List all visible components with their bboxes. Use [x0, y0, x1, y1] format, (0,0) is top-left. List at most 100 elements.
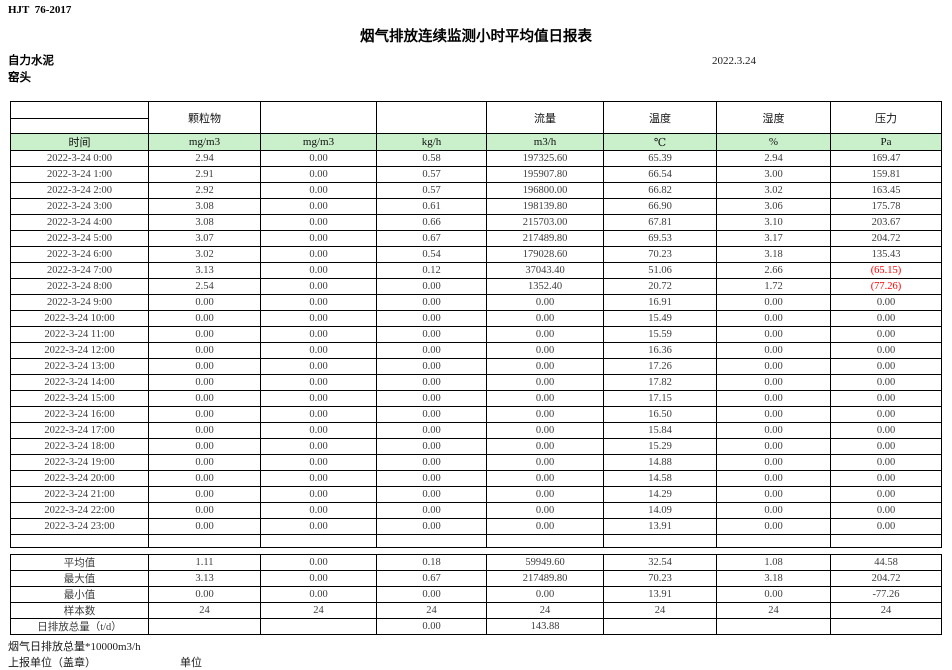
table-row: 2022-3-24 6:00 3.02 0.00 0.54 179028.60 70.23…	[10, 246, 942, 263]
value-cell: 0.00	[376, 326, 487, 343]
empty-cell	[830, 534, 942, 548]
value-cell: 2.92	[148, 182, 261, 199]
value-cell: 2.94	[716, 150, 831, 167]
value-cell: 0.00	[716, 310, 831, 327]
value-cell: 0.00	[260, 198, 377, 215]
value-cell: 0.00	[716, 486, 831, 503]
table-row: 2022-3-24 19:00 0.00 0.00 0.00 0.00 14.88 0.00…	[10, 454, 942, 471]
value-cell: 0.00	[830, 422, 942, 439]
value-cell: 3.17	[716, 230, 831, 247]
value-cell: 0.00	[260, 262, 377, 279]
value-cell: 13.91	[603, 518, 717, 535]
value-cell: 204.72	[830, 230, 942, 247]
summary-label-cell: 平均值	[10, 554, 149, 571]
time-cell: 2022-3-24 2:00	[10, 182, 149, 199]
value-cell: 0.00	[260, 502, 377, 519]
value-cell: 0.00	[148, 438, 261, 455]
empty-cell	[10, 534, 149, 548]
time-cell: 2022-3-24 14:00	[10, 374, 149, 391]
value-cell: 0.00	[830, 310, 942, 327]
time-cell: 2022-3-24 19:00	[10, 454, 149, 471]
summary-value-cell: 70.23	[603, 570, 717, 587]
value-cell: 0.00	[260, 342, 377, 359]
value-cell: 0.00	[830, 326, 942, 343]
unit-kg-h: kg/h	[376, 133, 487, 151]
value-cell: 0.00	[376, 374, 487, 391]
value-cell: 0.00	[260, 150, 377, 167]
footer-unit-label: 单位	[180, 657, 202, 669]
unit-celsius: ℃	[603, 133, 717, 151]
unit-m3-h: m3/h	[486, 133, 604, 151]
value-cell: 0.00	[260, 422, 377, 439]
value-cell: 0.00	[376, 502, 487, 519]
value-cell: 217489.80	[486, 230, 604, 247]
summary-value-cell	[716, 618, 831, 635]
table-row: 2022-3-24 7:00 3.13 0.00 0.12 37043.40 51.06 2…	[10, 262, 942, 279]
value-cell: 203.67	[830, 214, 942, 231]
time-cell: 2022-3-24 11:00	[10, 326, 149, 343]
table-row: 2022-3-24 4:00 3.08 0.00 0.66 215703.00 67.81…	[10, 214, 942, 231]
header-group-row: 颗粒物 流量 温度 湿度 压力	[10, 101, 942, 134]
value-cell: 0.00	[486, 470, 604, 487]
table-row: 2022-3-24 9:00 0.00 0.00 0.00 0.00 16.91 0.00 0…	[10, 294, 942, 311]
time-cell: 2022-3-24 3:00	[10, 198, 149, 215]
value-cell: 0.00	[716, 422, 831, 439]
value-cell: 2.66	[716, 262, 831, 279]
value-cell: 0.00	[260, 326, 377, 343]
header-blank-1	[260, 101, 377, 134]
value-cell: 0.00	[148, 326, 261, 343]
value-cell: 14.88	[603, 454, 717, 471]
value-cell: 17.15	[603, 390, 717, 407]
value-cell: 0.00	[260, 310, 377, 327]
value-cell: 0.00	[716, 390, 831, 407]
summary-value-cell	[260, 618, 377, 635]
value-cell: 51.06	[603, 262, 717, 279]
summary-label-cell: 最大值	[10, 570, 149, 587]
time-cell: 2022-3-24 17:00	[10, 422, 149, 439]
report-table-container: 颗粒物 流量 温度 湿度 压力 时间 mg/m3 mg/m3 kg/h m3/h…	[10, 101, 942, 635]
value-cell: 15.49	[603, 310, 717, 327]
value-cell: 0.00	[260, 166, 377, 183]
value-cell: 195907.80	[486, 166, 604, 183]
value-cell: 66.90	[603, 198, 717, 215]
summary-value-cell: 0.00	[376, 618, 487, 635]
value-cell: (65.15)	[830, 262, 942, 279]
summary-label-cell: 样本数	[10, 602, 149, 619]
value-cell: 0.00	[830, 454, 942, 471]
value-cell: 0.00	[260, 454, 377, 471]
value-cell: 0.00	[716, 470, 831, 487]
summary-value-cell: 0.67	[376, 570, 487, 587]
value-cell: 16.91	[603, 294, 717, 311]
value-cell: 0.00	[716, 518, 831, 535]
header-humidity: 湿度	[716, 101, 831, 134]
value-cell: 66.82	[603, 182, 717, 199]
value-cell: 0.00	[376, 438, 487, 455]
empty-row	[10, 534, 942, 548]
value-cell: 0.67	[376, 230, 487, 247]
table-row: 2022-3-24 3:00 3.08 0.00 0.61 198139.80 66.90…	[10, 198, 942, 215]
value-cell: 0.57	[376, 182, 487, 199]
value-cell: 15.29	[603, 438, 717, 455]
value-cell: 0.61	[376, 198, 487, 215]
value-cell: 169.47	[830, 150, 942, 167]
time-cell: 2022-3-24 21:00	[10, 486, 149, 503]
value-cell: 0.00	[830, 342, 942, 359]
page-title: 烟气排放连续监测小时平均值日报表	[360, 29, 592, 45]
value-cell: 196800.00	[486, 182, 604, 199]
time-cell: 2022-3-24 12:00	[10, 342, 149, 359]
value-cell: 0.00	[260, 390, 377, 407]
value-cell: 14.58	[603, 470, 717, 487]
value-cell: 0.00	[376, 390, 487, 407]
value-cell: 2.91	[148, 166, 261, 183]
summary-value-cell: 0.00	[260, 586, 377, 603]
table-row: 2022-3-24 0:00 2.94 0.00 0.58 197325.60 65.39…	[10, 150, 942, 167]
table-row: 2022-3-24 15:00 0.00 0.00 0.00 0.00 17.15 0.00…	[10, 390, 942, 407]
header-temperature: 温度	[603, 101, 717, 134]
time-cell: 2022-3-24 18:00	[10, 438, 149, 455]
value-cell: 65.39	[603, 150, 717, 167]
table-row: 2022-3-24 20:00 0.00 0.00 0.00 0.00 14.58 0.00…	[10, 470, 942, 487]
summary-value-cell: -77.26	[830, 586, 942, 603]
value-cell: 0.00	[376, 486, 487, 503]
value-cell: 3.08	[148, 198, 261, 215]
table-row: 2022-3-24 11:00 0.00 0.00 0.00 0.00 15.59 0.00…	[10, 326, 942, 343]
